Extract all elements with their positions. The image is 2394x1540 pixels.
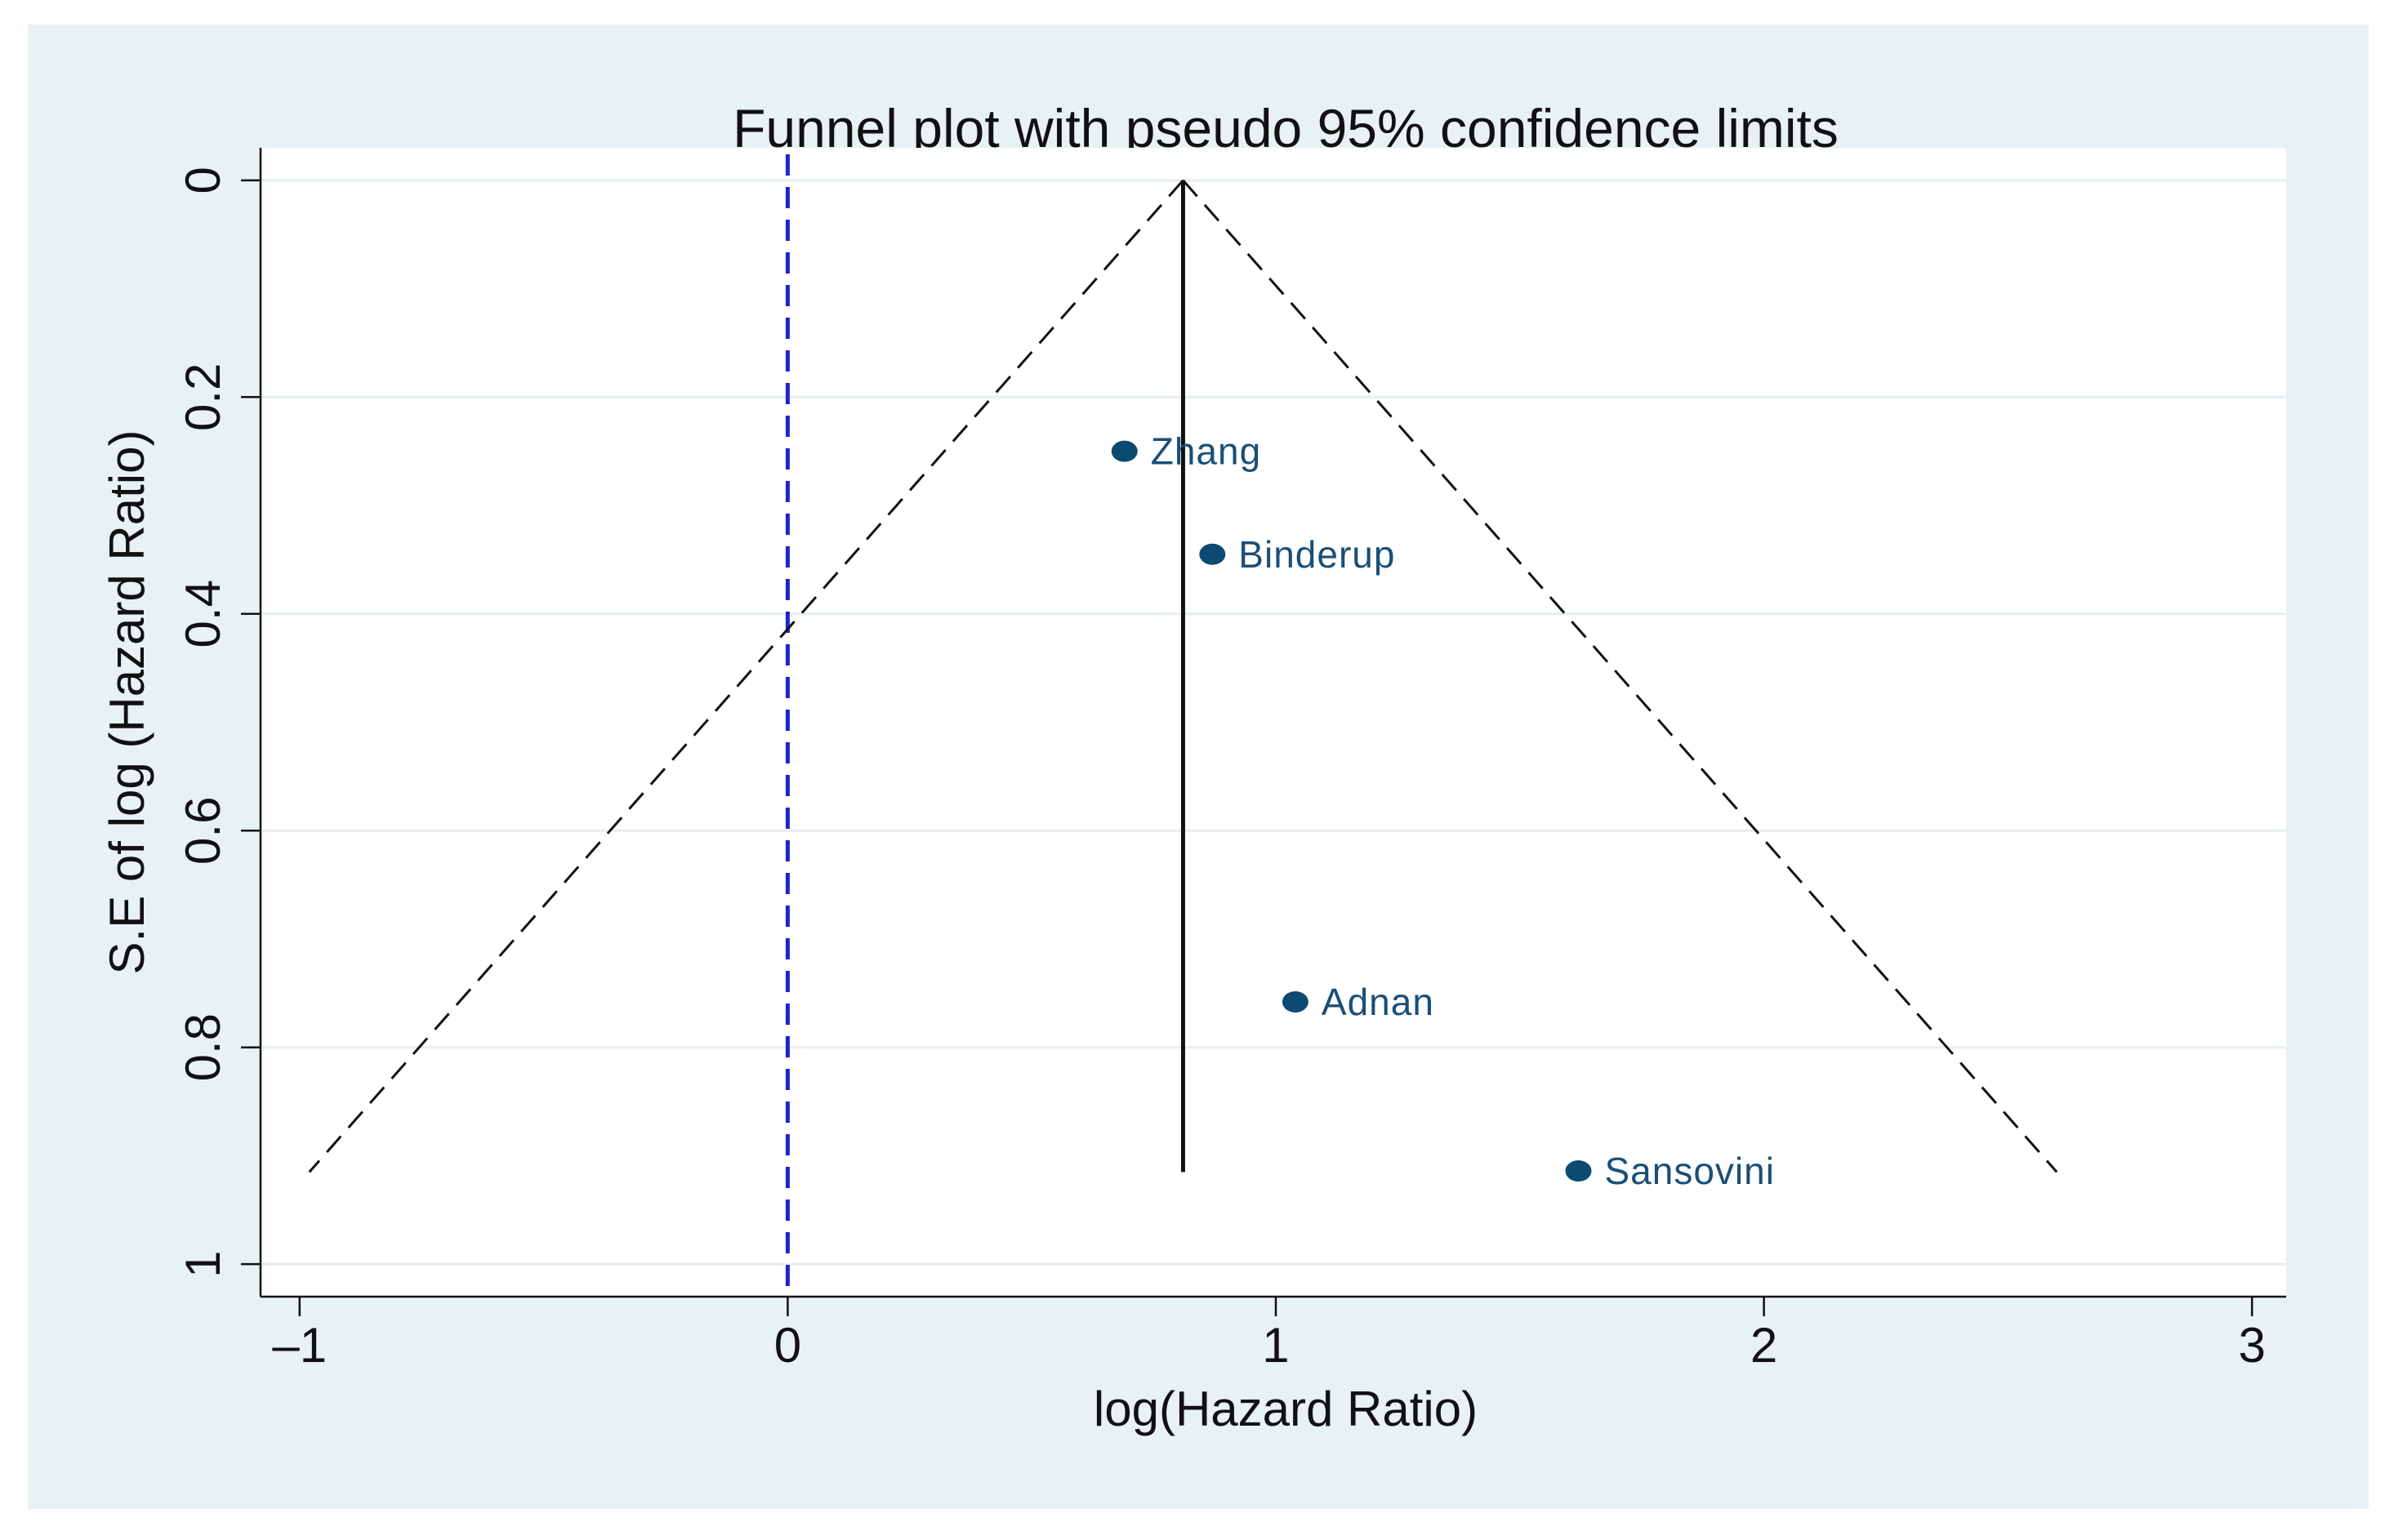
ci-limit-right xyxy=(1182,179,2058,1173)
y-tick-label-2: 0.4 xyxy=(176,580,230,648)
x-tick-label-0: –1 xyxy=(272,1318,327,1373)
study-point-sansovini xyxy=(1565,1160,1592,1182)
x-tick-label-3: 2 xyxy=(1750,1318,1777,1373)
study-label-adnan: Adnan xyxy=(1322,981,1434,1023)
funnel-plot: Funnel plot with pseudo 95% confidence l… xyxy=(100,98,2286,1436)
ci-limit-left xyxy=(308,179,1184,1173)
y-tick-label-1: 0.2 xyxy=(176,363,230,431)
x-axis-label: log(Hazard Ratio) xyxy=(1094,1382,1478,1436)
gridlines xyxy=(261,179,2286,1266)
y-tick-label-0: 0 xyxy=(176,167,230,194)
reference-lines xyxy=(308,154,2058,1297)
study-point-zhang xyxy=(1111,440,1138,462)
y-axis-label: S.E of log (Hazard Ratio) xyxy=(100,430,154,975)
x-tick-label-1: 0 xyxy=(774,1318,801,1373)
study-point-adnan xyxy=(1282,990,1308,1013)
x-tick-label-4: 3 xyxy=(2238,1318,2265,1373)
study-points: Zhang Binderup Adnan Sansovini xyxy=(1111,430,1774,1192)
study-label-zhang: Zhang xyxy=(1151,430,1261,473)
study-point-binderup xyxy=(1199,543,1226,565)
x-tick-label-2: 1 xyxy=(1262,1318,1289,1373)
y-tick-label-5: 1 xyxy=(176,1250,230,1277)
axes xyxy=(259,148,2286,1298)
plot-area xyxy=(261,148,2286,1297)
ticks: –1 0 1 2 3 0 0.2 0.4 0.6 0.8 1 xyxy=(176,167,2266,1373)
chart-frame: Funnel plot with pseudo 95% confidence l… xyxy=(28,24,2369,1509)
study-label-sansovini: Sansovini xyxy=(1604,1150,1774,1192)
y-tick-label-4: 0.8 xyxy=(176,1013,230,1081)
y-tick-label-3: 0.6 xyxy=(176,797,230,865)
study-label-binderup: Binderup xyxy=(1238,533,1395,576)
